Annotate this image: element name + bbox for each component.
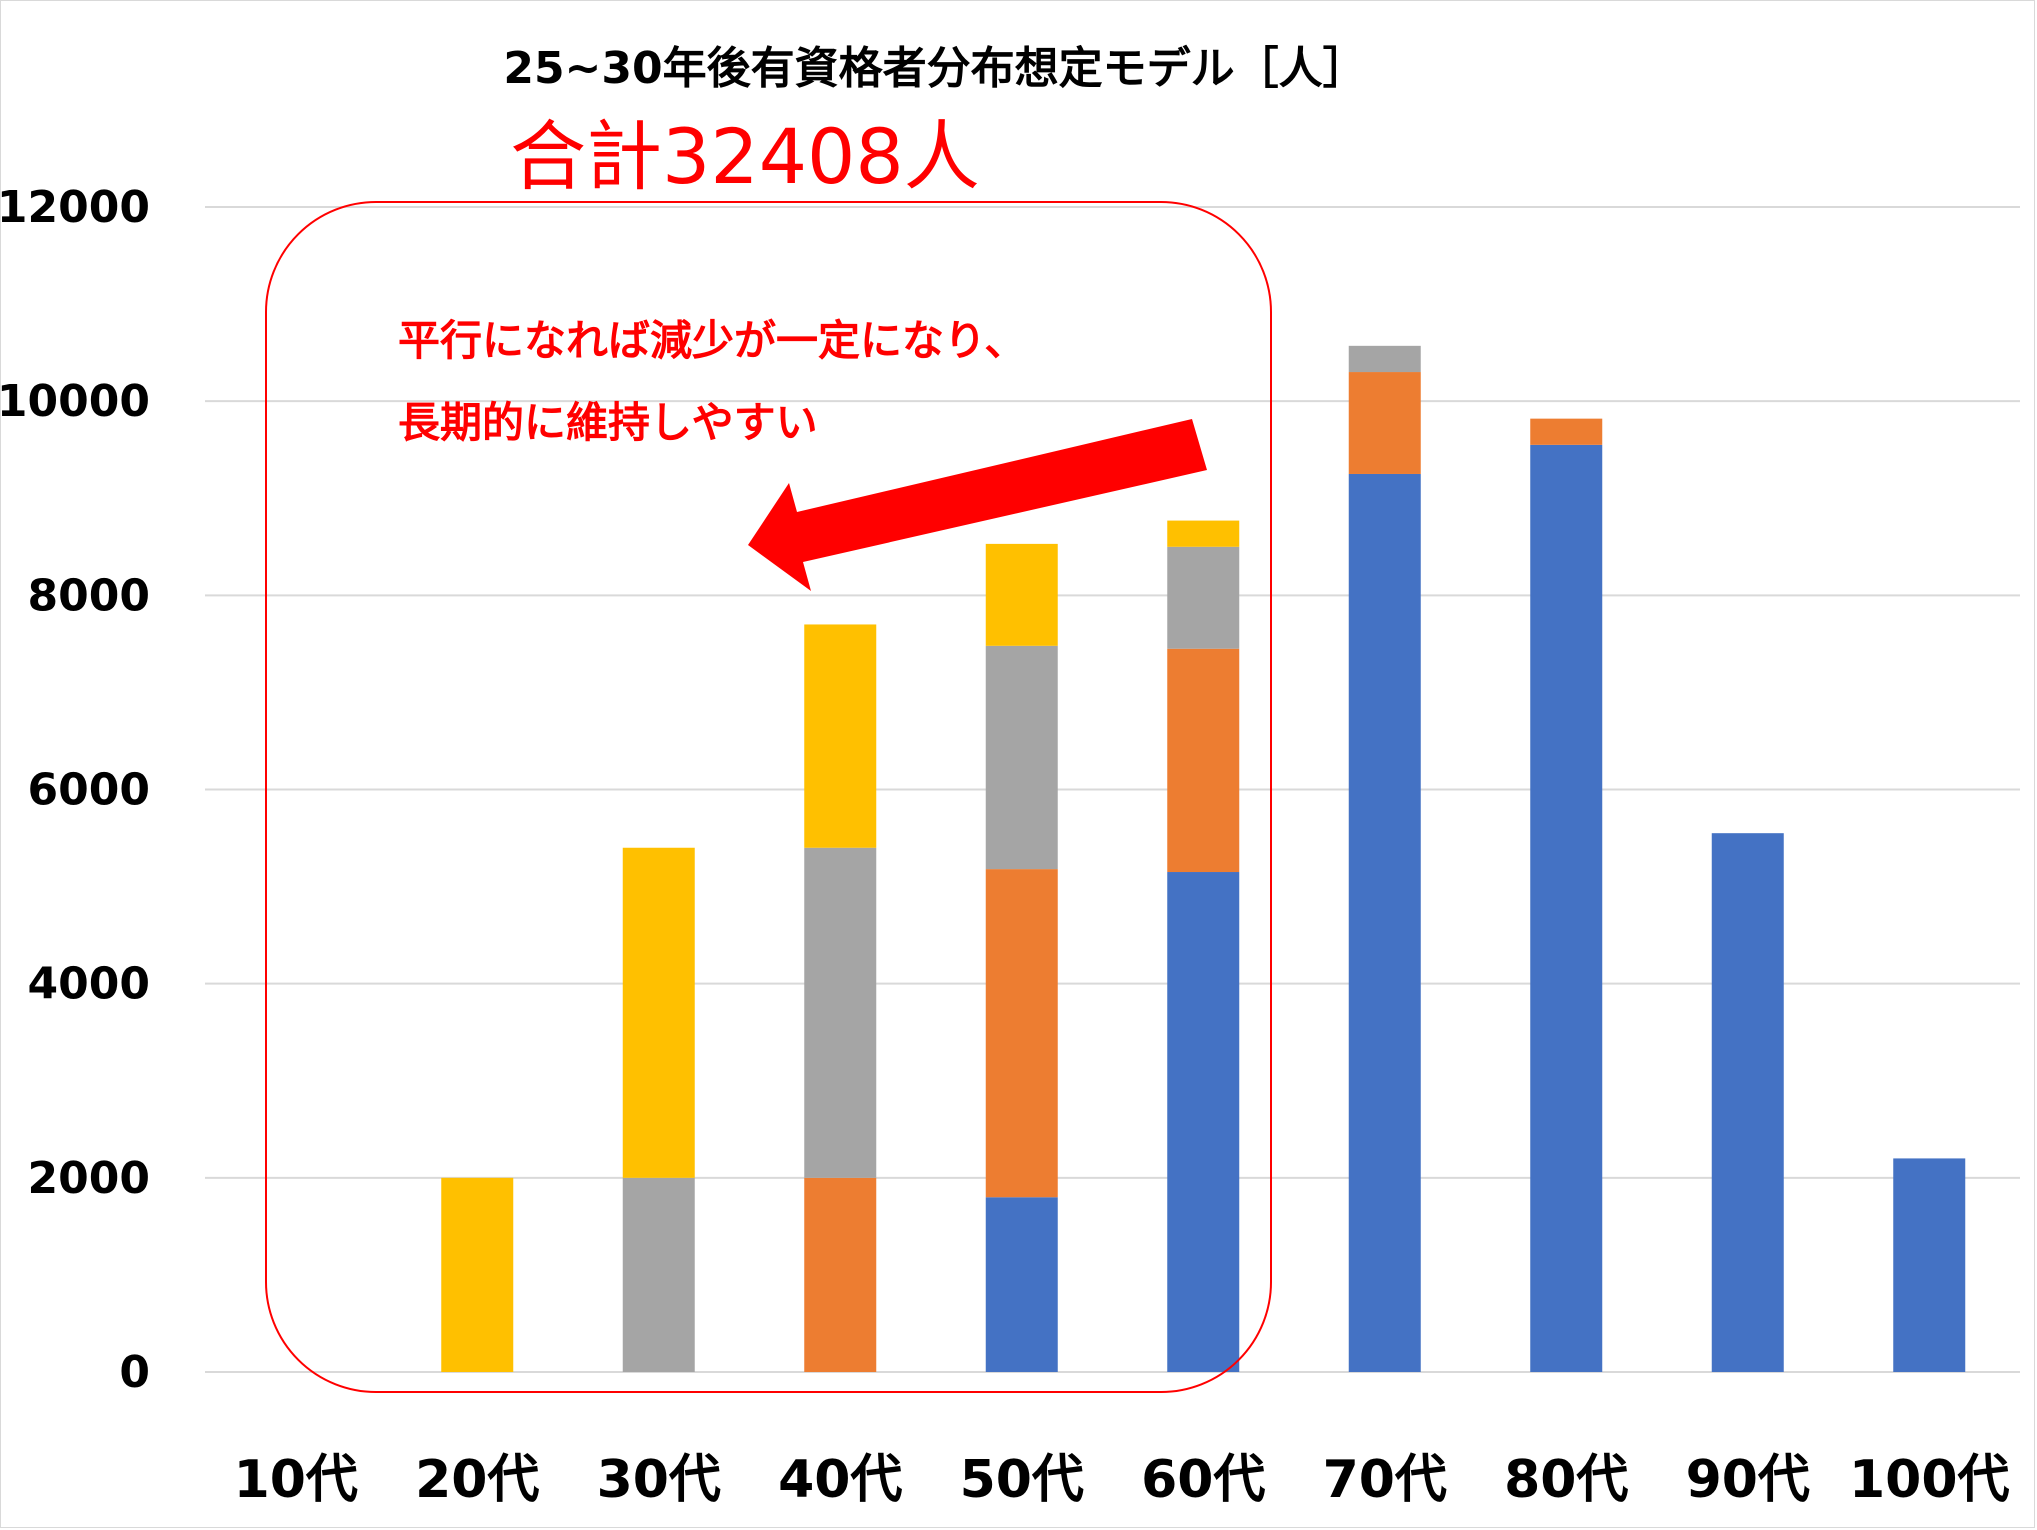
bar-segment — [985, 543, 1058, 646]
bar-segment — [1348, 345, 1421, 373]
y-tick-label: 0 — [119, 1347, 150, 1398]
x-tick-label: 50代 — [960, 1450, 1084, 1510]
bar-segment — [1348, 473, 1421, 1373]
bar-segment — [985, 1197, 1058, 1372]
bar-segment — [1530, 418, 1603, 445]
x-tick-label: 90代 — [1686, 1450, 1810, 1510]
red-arrow-icon — [748, 419, 1207, 591]
bar-segment — [1711, 833, 1784, 1372]
bar-segment — [441, 1177, 514, 1372]
y-tick-label: 12000 — [0, 182, 150, 233]
x-tick-label: 10代 — [234, 1450, 358, 1510]
x-axis-tick-labels: 10代 20代 30代 40代 50代 60代 70代 80代 90代 100代 — [234, 1450, 2010, 1510]
bar-segment — [1167, 520, 1240, 547]
y-tick-label: 2000 — [28, 1153, 150, 1204]
highlight-rounded-box — [265, 201, 1272, 1393]
note-line-1: 平行になれば減少が一定になり、 — [398, 316, 1026, 365]
bar-segment — [1167, 648, 1240, 873]
chart-title: 25~30年後有資格者分布想定モデル［人］ — [503, 43, 1366, 94]
bar-segment — [985, 869, 1058, 1198]
y-tick-label: 6000 — [28, 765, 150, 816]
bar-segment — [622, 1177, 695, 1372]
bar-segment — [804, 847, 877, 1178]
bar-segment — [1167, 872, 1240, 1372]
bar-segment — [1348, 372, 1421, 474]
bar-segment — [1167, 546, 1240, 649]
bar-segment — [804, 624, 877, 848]
bar-segment — [1893, 1158, 1966, 1372]
bars — [441, 345, 1966, 1373]
y-tick-label: 10000 — [0, 376, 150, 427]
bar-segment — [804, 1177, 877, 1372]
y-tick-label: 8000 — [28, 570, 150, 621]
bar-segment — [1530, 444, 1603, 1373]
x-tick-label: 70代 — [1323, 1450, 1447, 1510]
x-tick-label: 60代 — [1141, 1450, 1265, 1510]
total-annotation: 合計32408人 — [510, 112, 980, 201]
note-line-2: 長期的に維持しやすい — [398, 398, 818, 447]
x-tick-label: 100代 — [1849, 1450, 2010, 1510]
x-tick-label: 30代 — [597, 1450, 721, 1510]
y-tick-label: 4000 — [28, 959, 150, 1010]
y-axis-tick-labels: 0 2000 4000 6000 8000 10000 12000 — [0, 182, 150, 1398]
bar-segment — [622, 847, 695, 1178]
x-tick-label: 20代 — [415, 1450, 539, 1510]
x-tick-label: 80代 — [1504, 1450, 1628, 1510]
bar-segment — [985, 645, 1058, 870]
x-tick-label: 40代 — [778, 1450, 902, 1510]
